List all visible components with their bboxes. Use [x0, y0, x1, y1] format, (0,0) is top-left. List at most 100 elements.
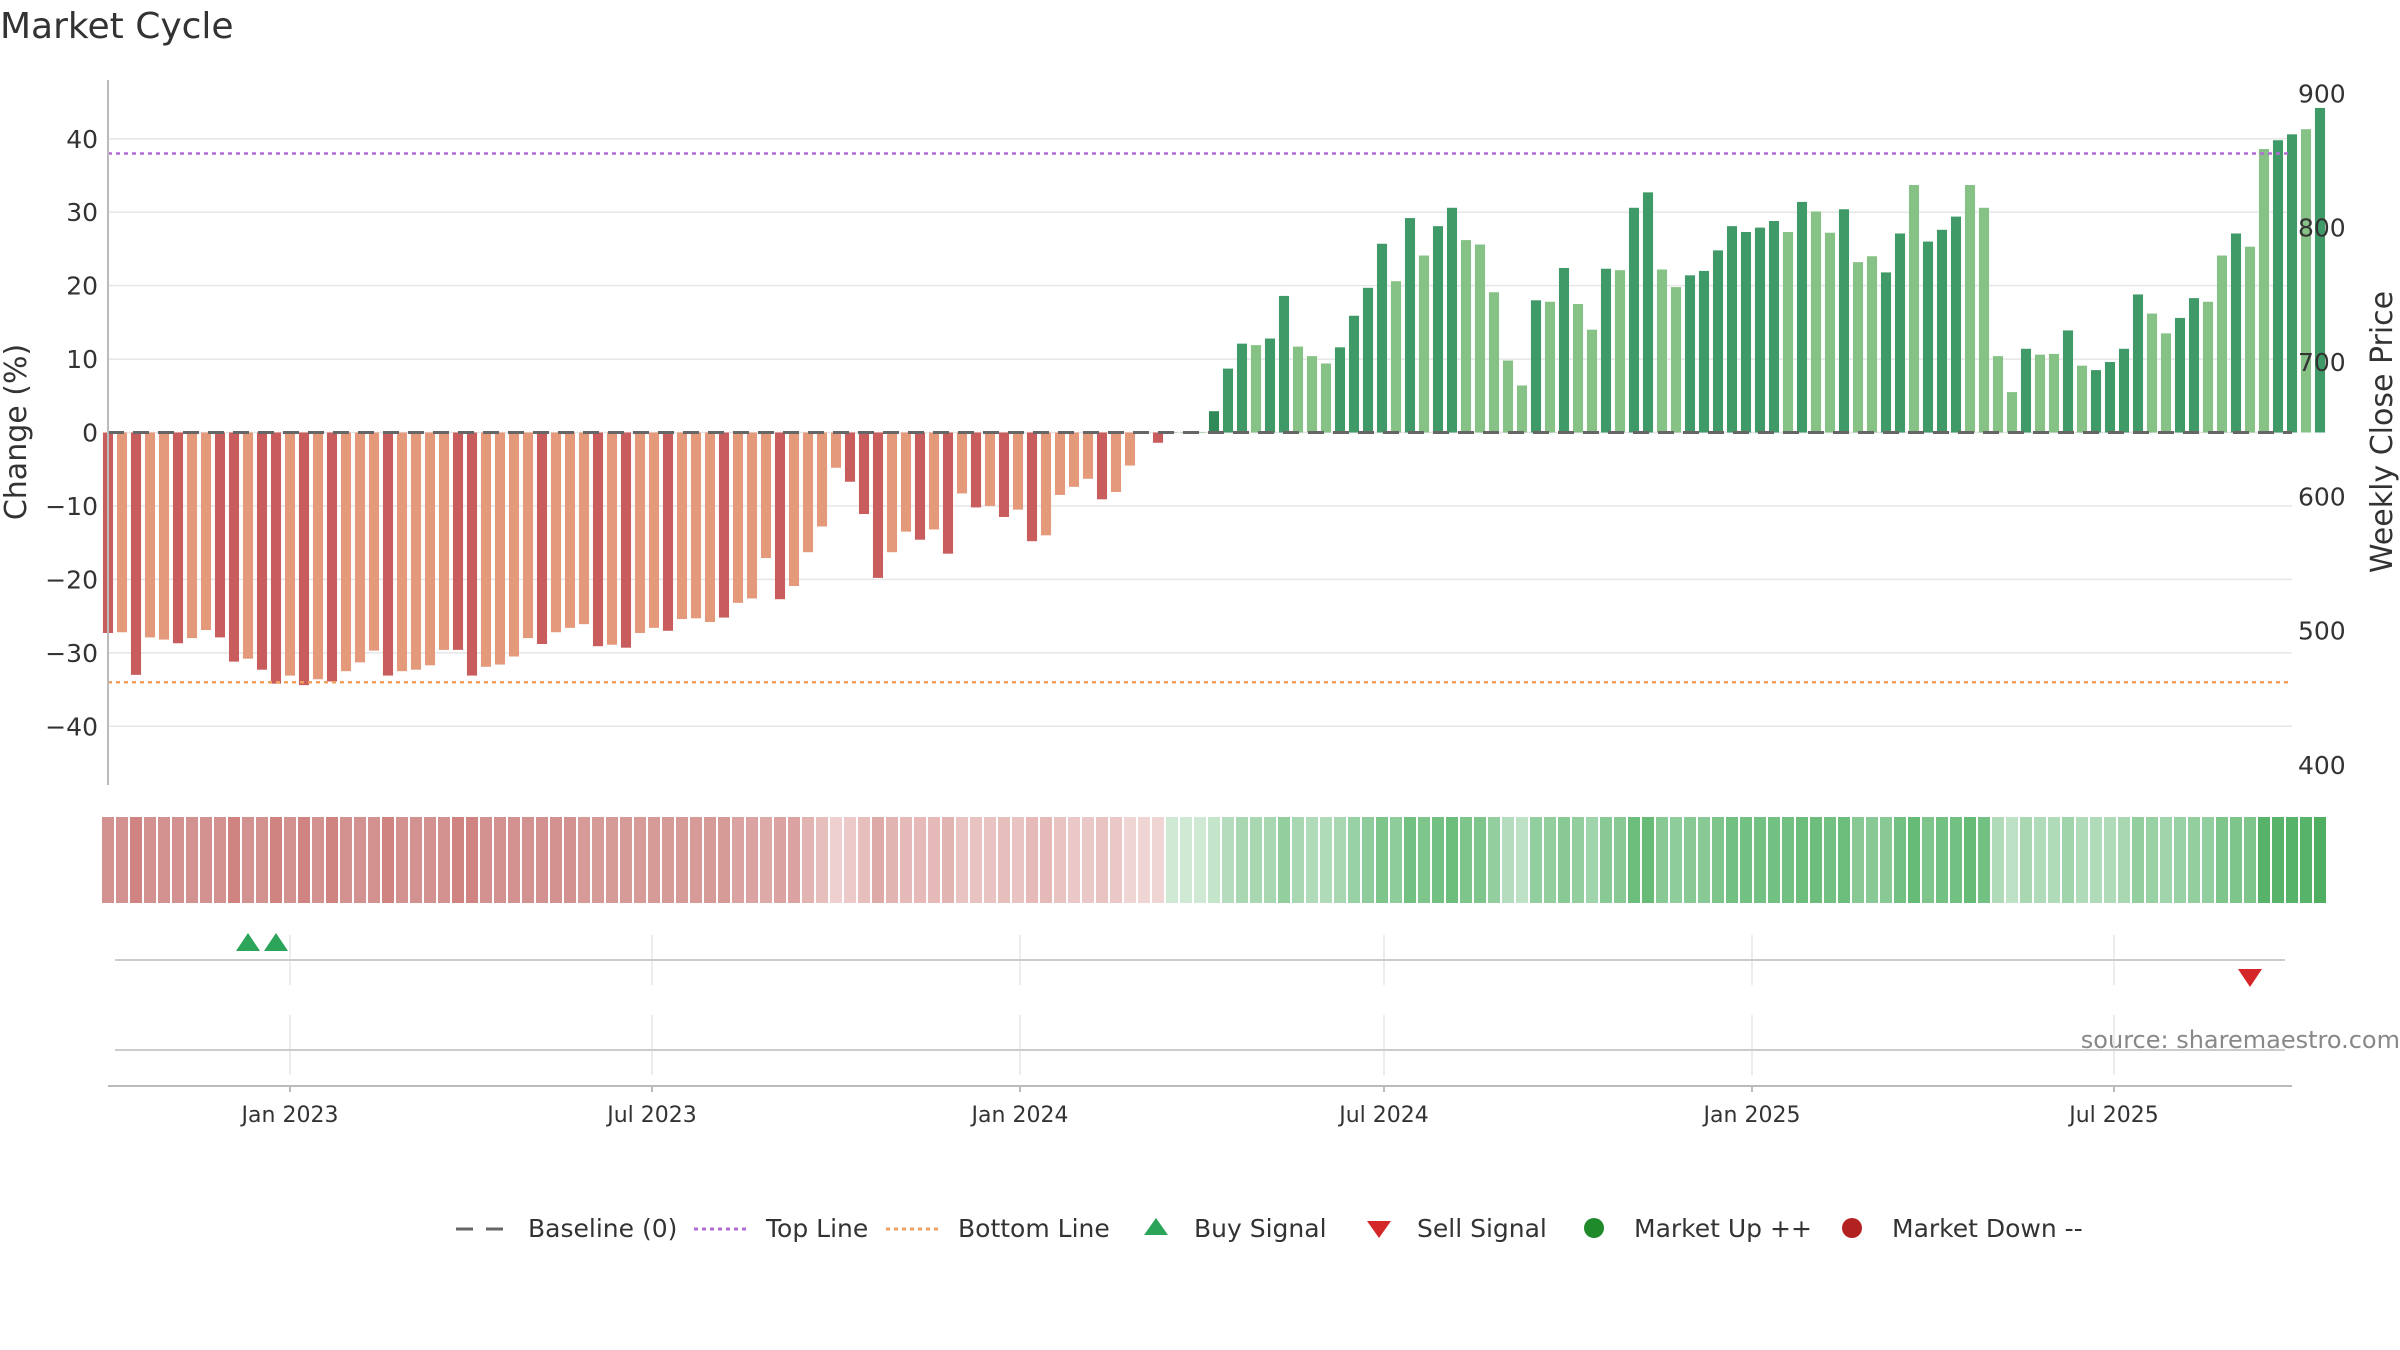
- bar: [1600, 268, 1612, 433]
- buy-signal-marker: [264, 933, 288, 951]
- bar: [1586, 329, 1598, 433]
- band-cell: [760, 817, 772, 903]
- bar: [2118, 348, 2130, 433]
- band-cell: [830, 817, 842, 903]
- band-cell: [1194, 817, 1206, 903]
- bar: [228, 432, 240, 662]
- band-cell: [550, 817, 562, 903]
- x-tick-label: Jul 2024: [1337, 1103, 1429, 1128]
- band-cell: [1432, 817, 1444, 903]
- bar: [2104, 362, 2116, 433]
- bar: [2174, 317, 2186, 433]
- y-tick-left: −30: [45, 639, 98, 668]
- band-cell: [2090, 817, 2102, 903]
- bar: [1572, 303, 1584, 433]
- band-cell: [242, 817, 254, 903]
- axes: 40 30 20 10 0 −10 −20 −30 −40 900 800 700 600 500 400 J…: [45, 79, 2345, 1128]
- band-cell: [438, 817, 450, 903]
- bar: [1124, 432, 1136, 466]
- bar: [1320, 363, 1332, 433]
- bar: [1782, 232, 1794, 433]
- band-cell: [494, 817, 506, 903]
- band-cell: [1096, 817, 1108, 903]
- band-cell: [2006, 817, 2018, 903]
- bar: [1740, 232, 1752, 433]
- bar: [2020, 348, 2032, 433]
- bar: [1642, 192, 1654, 433]
- band-cell: [1418, 817, 1430, 903]
- legend-label: Buy Signal: [1194, 1214, 1327, 1243]
- bar: [620, 432, 632, 648]
- bar: [774, 432, 786, 600]
- y-tick-left: 40: [66, 125, 98, 154]
- band-cell: [1796, 817, 1808, 903]
- band-cell: [1460, 817, 1472, 903]
- legend-label: Market Down --: [1892, 1214, 2083, 1243]
- band-cell: [872, 817, 884, 903]
- band-cell: [578, 817, 590, 903]
- legend-swatch-market: [1842, 1218, 1862, 1238]
- y-tick-left: −10: [45, 492, 98, 521]
- band-cell: [1558, 817, 1570, 903]
- bar: [186, 432, 198, 639]
- band-cell: [1824, 817, 1836, 903]
- band-cell: [1376, 817, 1388, 903]
- bar: [1978, 207, 1990, 433]
- bar: [634, 432, 646, 633]
- bar: [452, 432, 464, 650]
- band-cell: [1684, 817, 1696, 903]
- band-cell: [2300, 817, 2312, 903]
- band-cell: [2286, 817, 2298, 903]
- x-tick-label: Jan 2025: [1702, 1103, 1801, 1128]
- band-cell: [2076, 817, 2088, 903]
- band-cell: [1544, 817, 1556, 903]
- y-tick-left: −20: [45, 565, 98, 594]
- bar: [438, 432, 450, 650]
- band-cell: [984, 817, 996, 903]
- bar: [1894, 233, 1906, 433]
- bar: [1474, 244, 1486, 433]
- bar: [1082, 432, 1094, 479]
- bar: [354, 432, 366, 663]
- band-cell: [648, 817, 660, 903]
- bar: [1278, 295, 1290, 433]
- bar: [2188, 298, 2200, 433]
- band-cell: [2174, 817, 2186, 903]
- band-cell: [774, 817, 786, 903]
- band-cell: [802, 817, 814, 903]
- bar: [144, 432, 156, 638]
- buy-signal-marker: [236, 933, 260, 951]
- band-cell: [1768, 817, 1780, 903]
- bar: [914, 432, 926, 540]
- band-cell: [2160, 817, 2172, 903]
- band-cell: [116, 817, 128, 903]
- x-tick-label: Jul 2025: [2067, 1103, 2159, 1128]
- band-cell: [200, 817, 212, 903]
- bar: [690, 432, 702, 619]
- bar: [1222, 368, 1234, 433]
- bar: [340, 432, 352, 672]
- band-cell: [1082, 817, 1094, 903]
- bar: [256, 432, 268, 670]
- band-cell: [620, 817, 632, 903]
- bar: [788, 432, 800, 586]
- band-cell: [1838, 817, 1850, 903]
- band-cell: [1348, 817, 1360, 903]
- band-cell: [2202, 817, 2214, 903]
- bar: [1670, 287, 1682, 433]
- band-cell: [214, 817, 226, 903]
- y-tick-left: 20: [66, 272, 98, 301]
- bar: [1264, 338, 1276, 433]
- bar: [662, 432, 674, 631]
- bar: [312, 432, 324, 680]
- bar: [1334, 347, 1346, 433]
- band-cell: [1362, 817, 1374, 903]
- bar: [522, 432, 534, 639]
- bar: [2076, 365, 2088, 433]
- bar: [410, 432, 422, 670]
- band-cell: [256, 817, 268, 903]
- band-cell: [312, 817, 324, 903]
- band-cell: [2216, 817, 2228, 903]
- legend: Baseline (0) Top Line Bottom Line Buy Signa…: [456, 1214, 2083, 1243]
